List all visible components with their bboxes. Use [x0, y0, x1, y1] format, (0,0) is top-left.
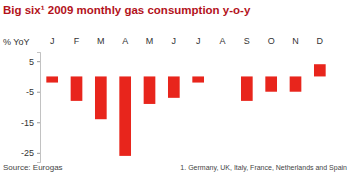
x-tick: A: [122, 36, 128, 46]
y-tick: -5: [26, 87, 40, 97]
x-tick: M: [97, 36, 105, 46]
x-tick-label: M: [97, 36, 105, 46]
x-tick: O: [268, 36, 275, 46]
y-axis-line: [37, 53, 41, 163]
x-tick: N: [292, 36, 299, 46]
bar: [192, 76, 204, 82]
x-tick-label: M: [146, 36, 154, 46]
y-tick: -15: [21, 118, 40, 128]
bar: [144, 76, 156, 104]
x-tick: A: [219, 36, 225, 46]
x-tick-label: D: [317, 36, 324, 46]
bar: [241, 76, 253, 100]
y-tick-label: -25: [21, 148, 34, 158]
x-tick-label: S: [244, 36, 250, 46]
source: Source: Eurogas: [3, 163, 63, 172]
x-tick-label: F: [74, 36, 80, 46]
x-tick-label: O: [268, 36, 275, 46]
x-tick: F: [74, 36, 80, 46]
x-tick-label: A: [219, 36, 225, 46]
bars: [46, 64, 325, 156]
x-tick: S: [244, 36, 250, 46]
x-tick: M: [146, 36, 154, 46]
x-tick-label: J: [196, 36, 201, 46]
bar: [95, 76, 107, 119]
y-axis: 5 -5 -15 -25: [21, 53, 41, 163]
y-tick-mark: [37, 92, 40, 93]
bar: [217, 76, 229, 77]
y-tick-mark: [37, 61, 40, 62]
x-tick-label: A: [122, 36, 128, 46]
x-tick: J: [196, 36, 201, 46]
y-tick: -25: [21, 148, 40, 158]
y-tick-label: 5: [29, 57, 34, 67]
bar: [290, 76, 302, 91]
y-tick-label: -15: [21, 118, 34, 128]
chart: Big six¹ 2009 monthly gas consumption y-…: [0, 0, 350, 173]
bar: [314, 64, 326, 76]
y-tick: 5: [29, 57, 40, 67]
x-tick: J: [50, 36, 55, 46]
x-tick-label: J: [172, 36, 177, 46]
x-tick-label: J: [50, 36, 55, 46]
x-tick: D: [317, 36, 324, 46]
x-axis: JFMAMJJASOND: [50, 36, 324, 46]
bar: [46, 76, 58, 82]
footnote: 1. Germany, UK, Italy, France, Netherlan…: [180, 164, 347, 172]
title: Big six¹ 2009 monthly gas consumption y-…: [3, 4, 251, 16]
y-tick-label: -5: [26, 87, 34, 97]
bar: [71, 76, 83, 100]
y-label: % YoY: [3, 37, 30, 47]
bar: [119, 76, 131, 155]
x-tick-label: N: [292, 36, 299, 46]
y-tick-mark: [37, 153, 40, 154]
x-tick: J: [172, 36, 177, 46]
bar: [168, 76, 180, 97]
y-tick-mark: [37, 122, 40, 123]
bar: [265, 76, 277, 91]
